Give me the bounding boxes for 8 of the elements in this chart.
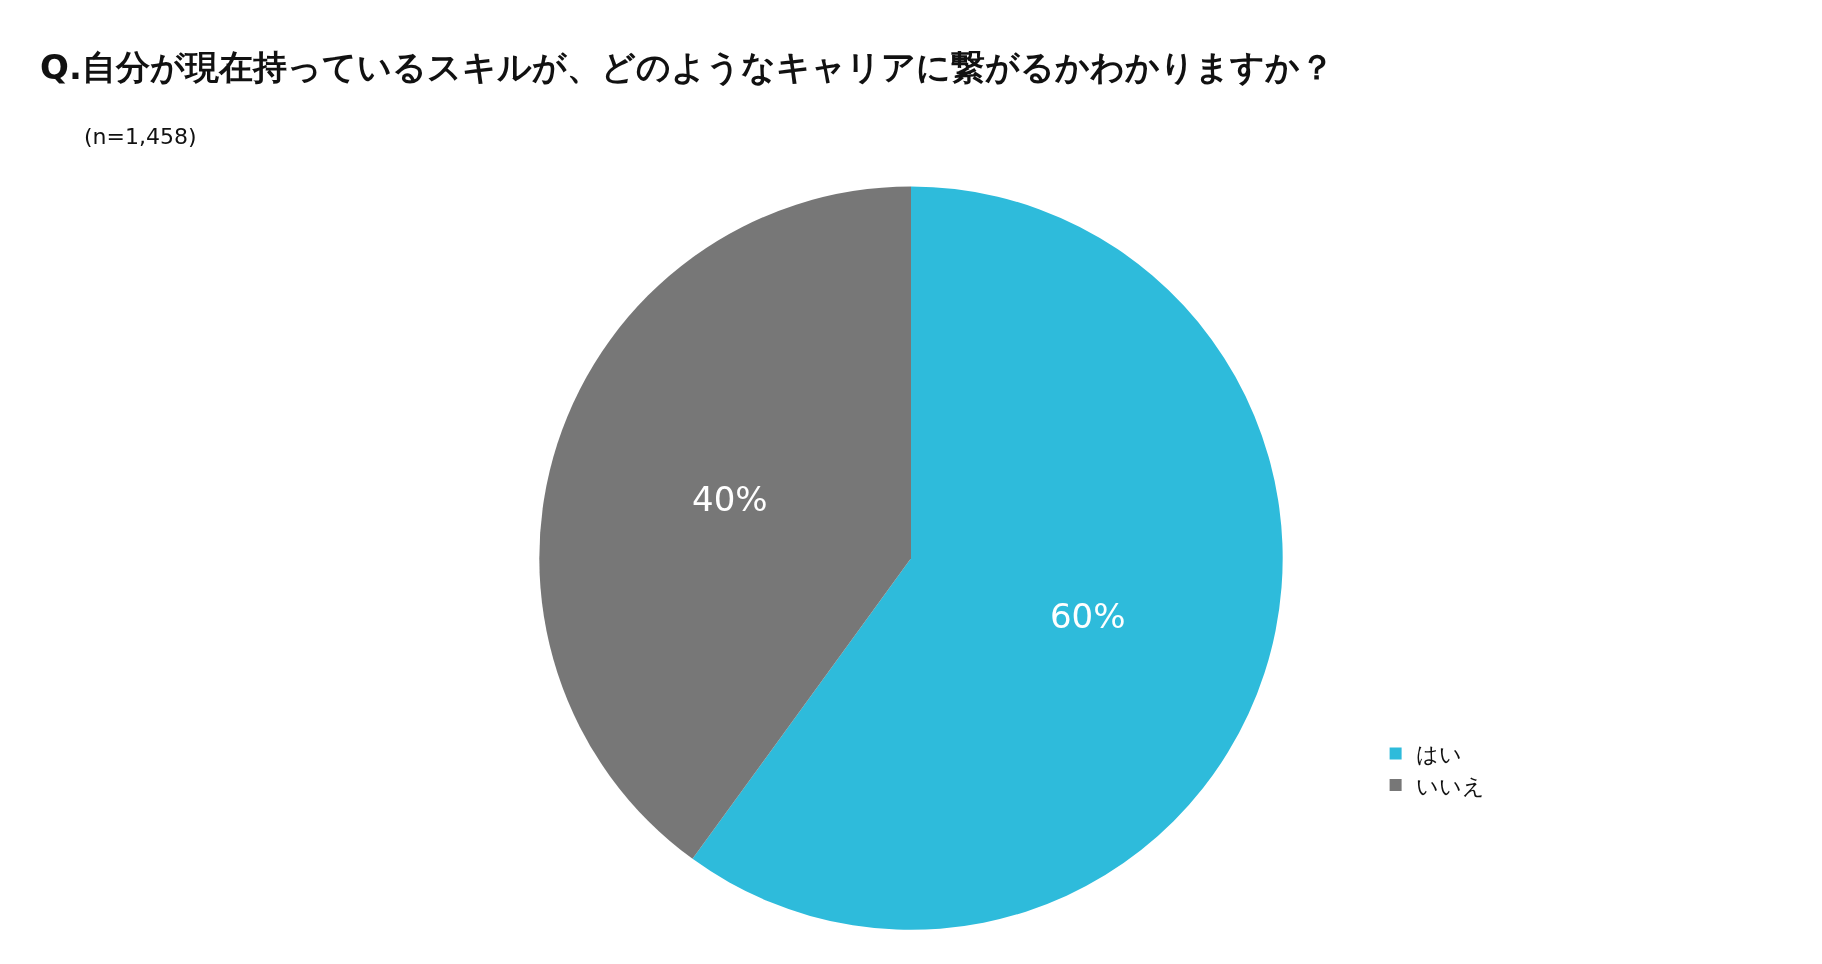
pie-slice <box>540 186 911 859</box>
chart-title: Q.自分が現在持っているスキルが、どのようなキャリアに繋がるかわかりますか？ <box>40 47 1334 88</box>
pie-slice <box>692 186 1283 930</box>
text: (n=1,458) <box>84 124 197 149</box>
data-label: 40% <box>692 479 768 520</box>
legend-label: いいえ <box>1415 773 1485 799</box>
legend-label: はい <box>1415 742 1462 768</box>
data-label: 60% <box>1049 595 1126 636</box>
